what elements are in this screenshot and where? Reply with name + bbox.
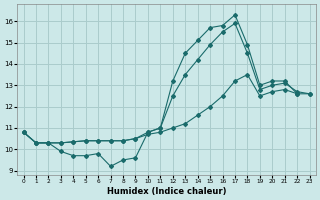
X-axis label: Humidex (Indice chaleur): Humidex (Indice chaleur) (107, 187, 226, 196)
